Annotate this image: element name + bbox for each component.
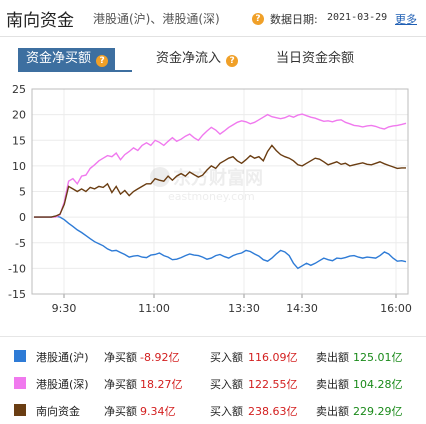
y-tick-label: 20	[12, 109, 26, 122]
legend-net-label: 净买额	[104, 351, 137, 364]
series-lines	[34, 113, 407, 270]
help-icon[interactable]: ?	[96, 55, 109, 67]
tab-net-buy[interactable]: 资金净买额 ?	[18, 48, 116, 70]
watermark-subtext: eastmoney.com	[168, 190, 255, 203]
legend-net-value: 18.27亿	[140, 378, 183, 391]
legend-sell-label: 卖出额	[316, 351, 349, 364]
legend-swatch-sh	[14, 350, 26, 362]
more-link[interactable]: 更多	[395, 13, 417, 26]
tab-net-buy-label: 资金净买额	[26, 51, 92, 66]
legend-row-sz: 港股通(深) 净买额 18.27亿 买入额 122.55亿 卖出额 104.28…	[0, 371, 426, 397]
series-line-2	[34, 144, 406, 218]
legend-sell-value: 125.01亿	[353, 351, 403, 364]
tab-daily-balance-label: 当日资金余额	[276, 51, 355, 66]
y-tick-label: 25	[12, 83, 26, 96]
date-label: 数据日期:	[270, 13, 318, 26]
legend-sell-label: 卖出额	[316, 405, 349, 418]
legend-buy-label: 买入额	[210, 351, 243, 364]
watermark-text: 东方财富网	[173, 167, 263, 189]
y-tick-label: 15	[12, 134, 26, 147]
legend-row-sh: 港股通(沪) 净买额 -8.92亿 买入额 116.09亿 卖出额 125.01…	[0, 344, 426, 370]
y-tick-label: 5	[19, 186, 26, 199]
legend-net-value: -8.92亿	[140, 351, 180, 364]
legend-buy-value: 122.55亿	[248, 378, 298, 391]
series-line-0	[34, 215, 407, 270]
watermark-logo-icon	[150, 167, 170, 187]
legend-net-label: 净买额	[104, 378, 137, 391]
legend-divider	[0, 336, 426, 337]
page-subtitle: 港股通(沪)、港股通(深)	[93, 12, 220, 26]
legend-sell-label: 卖出额	[316, 378, 349, 391]
y-axis: -15 -10 -5 0 5 10 15 20 25	[8, 83, 26, 301]
x-tick-label: 16:00	[380, 302, 412, 315]
y-tick-label: 0	[19, 211, 26, 224]
tab-net-inflow[interactable]: 资金净流入 ?	[156, 48, 239, 70]
legend-sell-value: 104.28亿	[353, 378, 403, 391]
net-buy-chart: 东方财富网 eastmoney.com -15 -10 -5 0 5 10 15 20 25 9…	[8, 83, 412, 315]
legend-sell-value: 229.29亿	[353, 405, 403, 418]
plot-frame	[31, 88, 409, 295]
tab-underline	[18, 70, 132, 72]
y-tick-label: -5	[15, 237, 26, 250]
legend-net-value: 9.34亿	[140, 405, 176, 418]
watermark: 东方财富网 eastmoney.com	[150, 167, 263, 203]
legend-net-label: 净买额	[104, 405, 137, 418]
legend-row-south: 南向资金 净买额 9.34亿 买入额 238.63亿 卖出额 229.29亿	[0, 398, 426, 424]
x-tick-label: 13:30	[228, 302, 260, 315]
legend-name: 港股通(沪)	[36, 351, 89, 364]
page-title: 南向资金	[6, 11, 74, 31]
legend-buy-value: 116.09亿	[248, 351, 298, 364]
legend-swatch-south	[14, 404, 26, 416]
legend-name: 南向资金	[36, 405, 80, 418]
series-line-1	[34, 113, 407, 218]
legend-buy-label: 买入额	[210, 378, 243, 391]
legend-buy-value: 238.63亿	[248, 405, 298, 418]
legend-swatch-sz	[14, 377, 26, 389]
date-value: 2021-03-29	[327, 12, 388, 23]
y-tick-label: 10	[12, 160, 26, 173]
y-tick-label: -15	[8, 288, 26, 301]
x-axis: 9:30 11:00 13:30 14:30 16:00	[52, 294, 412, 315]
x-tick-label: 14:30	[286, 302, 318, 315]
help-icon[interactable]: ?	[226, 55, 239, 67]
x-tick-label: 9:30	[52, 302, 77, 315]
header-bar: 南向资金 港股通(沪)、港股通(深) ? 数据日期: 2021-03-29 更多	[0, 0, 426, 37]
tab-daily-balance[interactable]: 当日资金余额	[276, 48, 354, 70]
y-tick-label: -10	[8, 262, 26, 275]
legend-buy-label: 买入额	[210, 405, 243, 418]
x-tick-label: 11:00	[138, 302, 170, 315]
help-icon[interactable]: ?	[252, 13, 264, 25]
legend-name: 港股通(深)	[36, 378, 89, 391]
tab-net-inflow-label: 资金净流入	[156, 51, 222, 66]
